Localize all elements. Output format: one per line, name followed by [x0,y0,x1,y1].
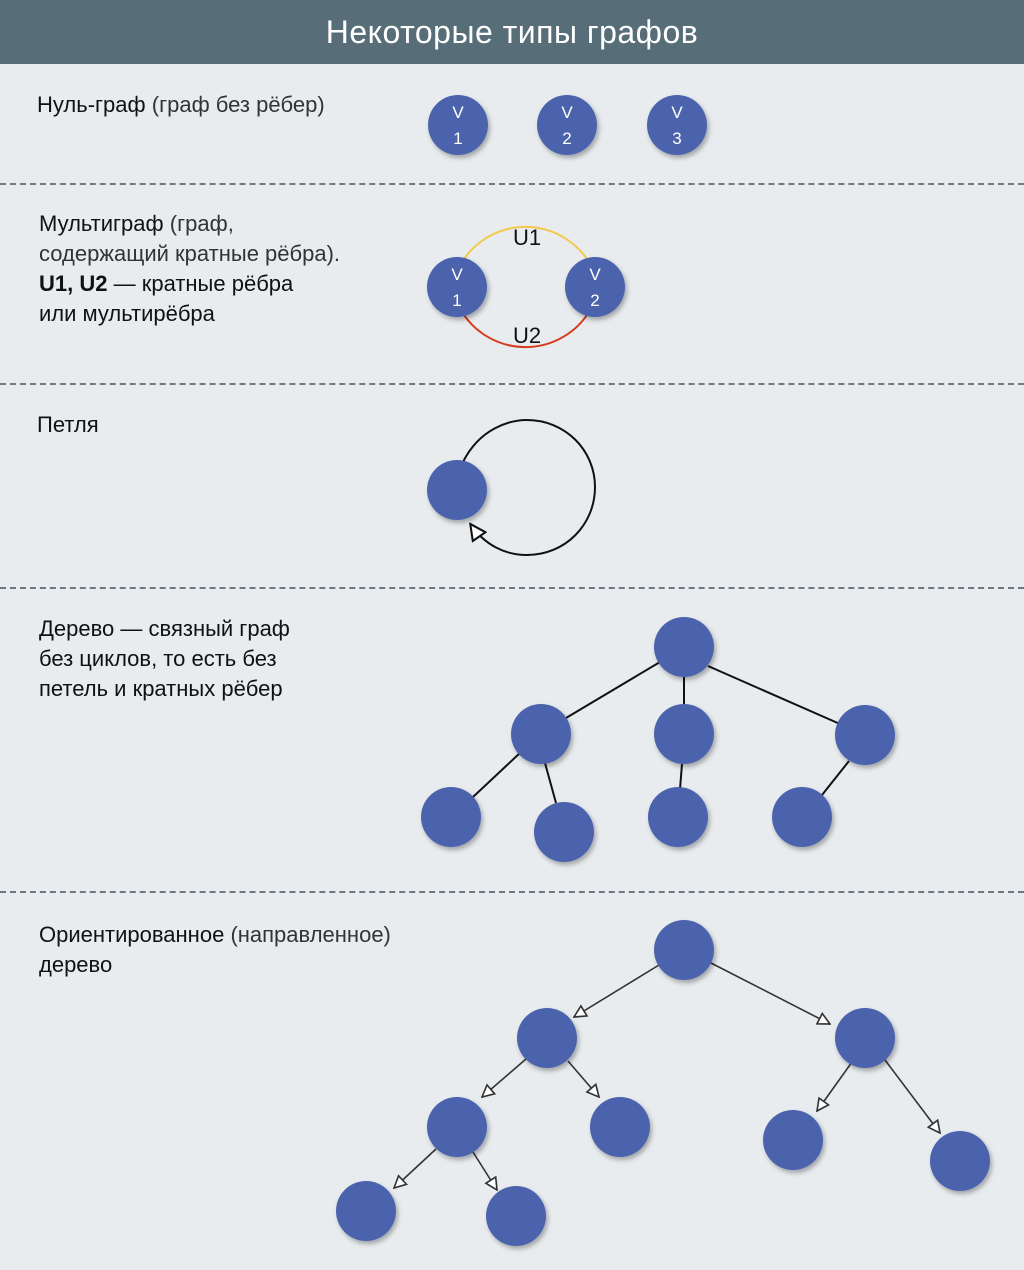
vertex-label-index: 1 [452,291,461,310]
vertex-label-v: V [451,265,463,284]
tree-edge [821,760,850,796]
vertex-node [654,617,714,677]
multigraph-edges-bold: U1, U2 [39,271,108,296]
page-title: Некоторые типы графов [0,0,1024,64]
directed-edge [567,1060,599,1097]
vertex-node [517,1008,577,1068]
vertex-node [772,787,832,847]
loop-description: Петля [37,410,99,440]
vertex-label-v: V [671,103,683,122]
vertex-label-index: 3 [672,129,681,148]
null-graph-description: Нуль-граф (граф без рёбер) [37,90,325,120]
multigraph-name: Мультиграф [39,211,164,236]
section-divider [0,587,1024,589]
null-graph-note: (граф без рёбер) [151,92,325,117]
directed-edge [817,1061,853,1111]
vertex-node [930,1131,990,1191]
edge-label-u2: U2 [513,323,541,348]
multigraph-description: Мультиграф (граф, содержащий кратные рёб… [39,209,340,329]
vertex-label-index: 2 [562,129,571,148]
tree-description: Дерево — связный граф без циклов, то ест… [39,614,290,704]
multigraph-note-2: содержащий кратные рёбра). [39,241,341,266]
vertex-node [590,1097,650,1157]
tree-line-1: Дерево — связный граф [39,616,290,641]
vertex-label-v: V [589,265,601,284]
vertex-node [763,1110,823,1170]
tree-edge [679,763,683,790]
multigraph-line-4: или мультирёбра [39,301,215,326]
edge-u2 [461,311,590,349]
vertex-label-index: 1 [453,129,462,148]
directed-edge [472,1151,497,1190]
vertex-node [534,802,594,862]
vertex-v1: V 1 [427,257,487,317]
tree-edge [565,661,661,719]
vertex-node [654,704,714,764]
vertex-v2: V 2 [537,95,597,155]
section-divider [0,383,1024,385]
tree-edge [544,762,557,804]
null-graph: V 1 V 2 V 3 [428,95,707,155]
loop-graph [427,418,597,557]
loop-edge [462,418,597,557]
vertex-node [427,460,487,520]
directed-edge [482,1058,527,1097]
tree-line-3: петель и кратных рёбер [39,676,283,701]
edge-label-u1: U1 [513,225,541,250]
vertex-node [648,787,708,847]
multigraph: U1 U2 V 1 V 2 [427,225,625,349]
vertex-node [428,95,488,155]
vertex-node [835,1008,895,1068]
tree-graph [421,617,895,862]
vertex-v3: V 3 [647,95,707,155]
directed-tree-note: (направленное) [230,922,391,947]
vertex-node [336,1181,396,1241]
vertex-node [647,95,707,155]
edge-u1 [461,225,590,263]
directed-tree-description: Ориентированное (направленное) дерево [39,920,391,980]
vertex-node [421,787,481,847]
vertex-node [537,95,597,155]
vertex-node [511,704,571,764]
vertex-node [565,257,625,317]
vertex-label-v: V [561,103,573,122]
null-graph-name: Нуль-граф [37,92,146,117]
vertex-node [427,257,487,317]
vertex-node [427,1097,487,1157]
section-divider [0,891,1024,893]
vertex-node [654,920,714,980]
tree-edge [472,751,522,798]
directed-tree-graph [336,920,990,1246]
directed-edge [884,1059,940,1133]
section-divider [0,183,1024,185]
vertex-node [486,1186,546,1246]
vertex-label-v: V [452,103,464,122]
directed-edge [710,962,830,1024]
directed-tree-line-2: дерево [39,952,113,977]
vertex-node [835,705,895,765]
directed-edge [574,964,660,1017]
tree-edge [707,665,841,725]
vertex-label-index: 2 [590,291,599,310]
tree-line-2: без циклов, то есть без [39,646,277,671]
vertex-v1: V 1 [428,95,488,155]
multigraph-note-1: (граф, [169,211,234,236]
directed-tree-name: Ориентированное [39,922,225,947]
vertex-v2: V 2 [565,257,625,317]
directed-edge [394,1148,437,1188]
loop-name: Петля [37,412,99,437]
multigraph-edges-rest: — кратные рёбра [113,271,294,296]
